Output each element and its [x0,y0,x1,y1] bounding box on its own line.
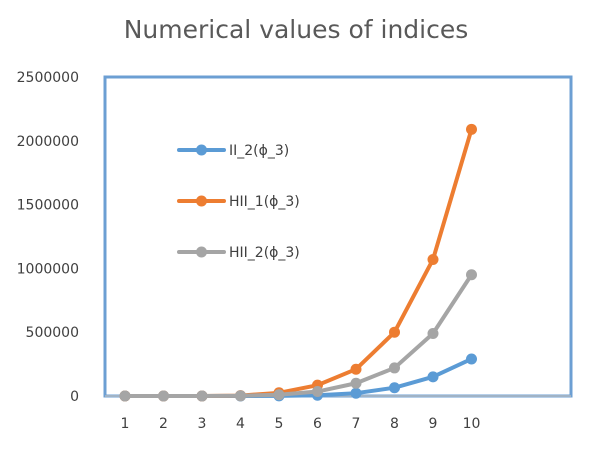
data-point [350,377,362,389]
y-tick-label: 1000000 [17,261,79,277]
data-point [158,390,169,402]
legend-label: HII_1(ϕ_3) [229,194,300,210]
x-tick-label: 10 [463,416,481,432]
series-line [123,272,474,398]
data-point [312,386,323,398]
y-tick-label: 500000 [26,325,79,341]
x-tick-label: 1 [121,416,130,432]
legend-label: HII_2(ϕ_3) [229,245,300,261]
x-tick-label: 8 [390,416,399,432]
y-tick-label: 0 [70,389,79,405]
x-tick-label: 9 [429,416,438,432]
chart-title: Numerical values of indices [124,15,469,44]
series-layer [105,123,571,402]
legend-swatch-marker [196,144,207,156]
x-tick-label: 2 [159,416,168,432]
data-point [427,371,439,383]
data-point [389,362,400,374]
data-point [466,123,477,135]
y-tick-label: 1500000 [17,198,79,214]
x-axis-ticks: 1 2 3 4 5 6 7 8 9 10 [121,416,481,432]
x-tick-label: 5 [275,416,284,432]
data-point [389,326,400,338]
data-point [466,269,477,281]
data-point [466,353,477,365]
legend-item: HII_2(ϕ_3) [177,245,300,261]
x-tick-label: 6 [313,416,322,432]
data-point [427,327,439,339]
plot-area-border [103,75,573,398]
legend-item: HII_1(ϕ_3) [177,194,300,210]
x-tick-label: 7 [352,416,361,432]
data-point [235,390,246,402]
data-point [389,382,400,394]
series-2 [119,123,477,402]
data-point [427,253,439,265]
legend-swatch-marker [196,246,207,258]
legend-swatch-marker [196,195,207,207]
y-tick-label: 2000000 [17,134,79,150]
y-axis-ticks: 0 500000 1000000 1500000 2000000 2500000 [17,70,79,405]
data-point [273,389,285,401]
series-line [123,127,474,398]
y-tick-label: 2500000 [17,70,79,86]
legend-label: II_2(ϕ_3) [229,143,289,159]
legend-item: II_2(ϕ_3) [177,143,289,159]
data-point [350,387,362,399]
legend: II_2(ϕ_3) HII_1(ϕ_3) HII_2(ϕ_3) [177,143,300,261]
data-point [119,390,131,402]
x-tick-label: 3 [198,416,207,432]
x-tick-label: 4 [236,416,245,432]
data-point [350,363,362,375]
data-point [196,390,208,402]
series-3 [119,269,477,402]
